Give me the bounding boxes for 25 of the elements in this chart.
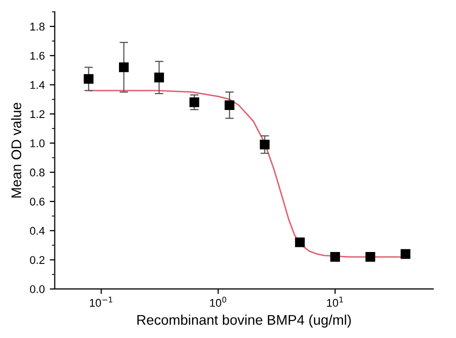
y-tick-label: 0.8	[30, 168, 45, 176]
x-axis-title: Recombinant bovine BMP4 (ug/ml)	[137, 314, 351, 328]
y-tick-label: 0.2	[30, 256, 44, 264]
point	[189, 97, 200, 108]
y-tick-label: 1.6	[30, 52, 45, 60]
point	[260, 140, 270, 150]
point	[400, 249, 410, 259]
point	[84, 74, 94, 84]
point	[365, 252, 376, 262]
y-tick-label: 0.0	[30, 285, 45, 294]
point	[118, 62, 129, 72]
x-tick-label: 10$^{1}$	[327, 296, 343, 307]
y-axis-title: Mean OD value	[11, 102, 22, 198]
y-tick-label: 1.8	[30, 22, 45, 31]
point	[154, 72, 164, 82]
y-tick-label: 0.4	[30, 226, 45, 235]
point	[224, 100, 234, 110]
x-tick-label: 10$^{−1}$	[90, 296, 112, 307]
point	[330, 252, 340, 262]
y-tick-label: 0.6	[30, 198, 45, 206]
point	[295, 237, 305, 248]
y-tick-label: 1.2	[30, 110, 44, 118]
y-tick-label: 1.4	[30, 81, 45, 89]
y-tick-label: 1.0	[30, 139, 45, 148]
x-tick-label: 10$^{0}$	[210, 296, 226, 307]
